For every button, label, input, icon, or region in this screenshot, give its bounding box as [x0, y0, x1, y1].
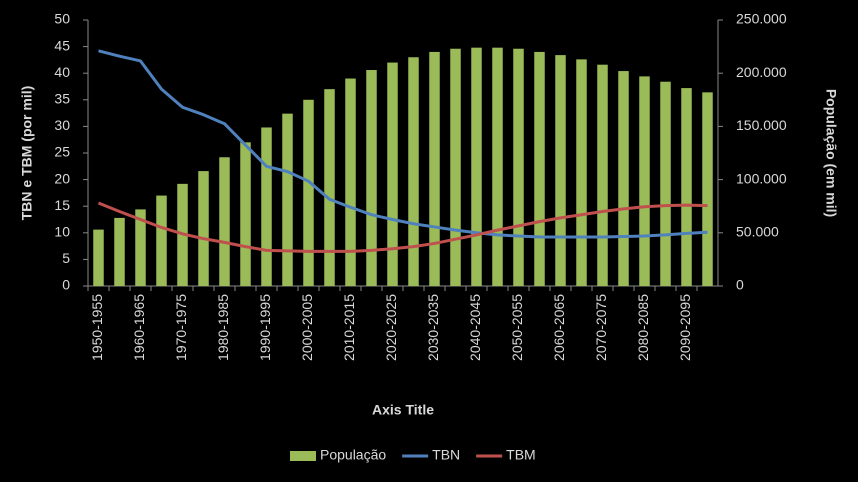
bar	[366, 70, 377, 287]
bar	[429, 51, 440, 286]
y-tick-label: 5	[62, 250, 70, 266]
bar	[576, 59, 587, 287]
x-tick-label: 2010-2015	[341, 294, 357, 361]
y2-tick-label: 250.000	[736, 11, 787, 27]
bar	[387, 62, 398, 287]
bar	[324, 89, 335, 286]
x-tick-label: 1980-1985	[215, 294, 231, 361]
y-tick-label: 25	[54, 144, 70, 160]
y-tick-label: 45	[54, 37, 70, 53]
y-tick-label: 40	[54, 64, 70, 80]
line	[97, 201, 708, 253]
x-tick-label: 2060-2065	[551, 294, 567, 361]
y-tick-label: 10	[54, 224, 70, 240]
bar	[492, 47, 503, 286]
bar	[555, 55, 566, 286]
bar	[282, 113, 293, 286]
legend-label: População	[320, 447, 386, 463]
bar	[345, 78, 356, 287]
x-tick-label: 2040-2045	[467, 294, 483, 361]
bar	[408, 57, 419, 286]
y2-tick-label: 150.000	[736, 117, 787, 133]
x-tick-label: 2020-2025	[383, 294, 399, 361]
bar	[198, 171, 209, 286]
y-tick-label: 35	[54, 91, 70, 107]
x-tick-label: 2080-2085	[635, 294, 651, 361]
legend-label: TBN	[432, 447, 460, 463]
x-tick-label: 1960-1965	[131, 294, 147, 361]
y2-tick-label: 50.000	[736, 224, 779, 240]
bar	[261, 127, 272, 287]
x-tick-label: 2000-2005	[299, 294, 315, 361]
bar	[240, 142, 251, 286]
bar	[513, 48, 524, 287]
x-tick-label: 2030-2035	[425, 294, 441, 361]
y-axis-title: TBN e TBM (por mil)	[19, 86, 35, 221]
bar	[219, 157, 230, 286]
y-tick-label: 30	[54, 117, 70, 133]
bar	[156, 195, 167, 286]
bar	[639, 76, 650, 286]
y2-tick-label: 100.000	[736, 170, 787, 186]
y2-tick-label: 200.000	[736, 64, 787, 80]
bar	[534, 51, 545, 286]
bar	[135, 209, 146, 286]
bar	[597, 64, 608, 286]
bar	[471, 47, 482, 286]
bar	[681, 88, 692, 286]
line	[98, 49, 708, 239]
bar	[114, 217, 125, 286]
y-tick-label: 20	[54, 170, 70, 186]
bar	[618, 71, 629, 287]
x-tick-label: 1970-1975	[173, 294, 189, 361]
x-tick-label: 2070-2075	[593, 294, 609, 361]
bar	[303, 99, 314, 286]
y-tick-label: 0	[62, 277, 70, 293]
bar	[702, 92, 713, 287]
x-tick-label: 1950-1955	[89, 294, 105, 361]
y-tick-label: 50	[54, 11, 70, 27]
x-tick-label: 2090-2095	[677, 294, 693, 361]
x-axis-title: Axis Title	[372, 402, 434, 418]
legend-label: TBM	[506, 447, 536, 463]
x-tick-label: 2050-2055	[509, 294, 525, 361]
bar	[660, 81, 671, 286]
bar	[93, 229, 104, 286]
x-tick-label: 1990-1995	[257, 294, 273, 361]
y-tick-label: 15	[54, 197, 70, 213]
y2-tick-label: 0	[736, 277, 744, 293]
bar	[450, 48, 461, 287]
y2-axis-title: População (em mil)	[823, 89, 839, 217]
legend-swatch	[290, 451, 316, 461]
